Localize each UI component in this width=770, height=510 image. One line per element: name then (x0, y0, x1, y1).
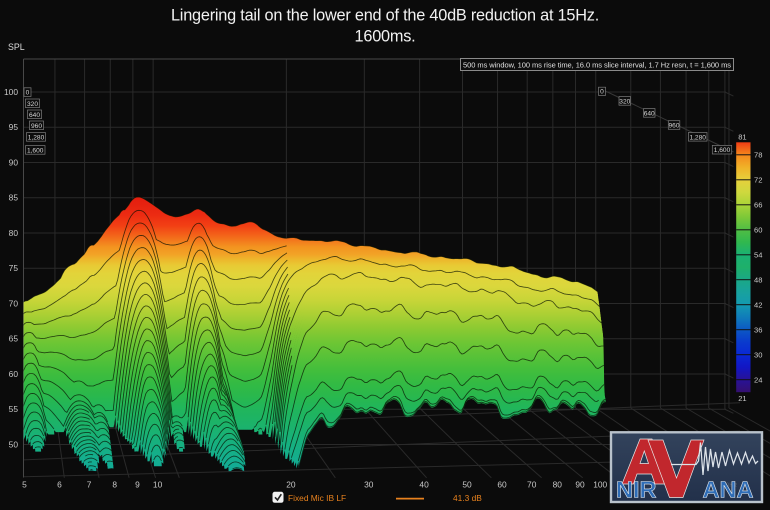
svg-text:640: 640 (29, 112, 40, 119)
svg-text:85: 85 (9, 193, 19, 203)
svg-text:54: 54 (754, 251, 762, 260)
svg-text:66: 66 (754, 201, 762, 210)
svg-text:41.3 dB: 41.3 dB (453, 493, 482, 503)
svg-text:1,600: 1,600 (714, 147, 731, 154)
svg-text:960: 960 (668, 123, 679, 130)
svg-text:48: 48 (754, 276, 762, 285)
svg-text:6: 6 (57, 480, 62, 490)
svg-text:40: 40 (419, 480, 429, 490)
svg-text:10: 10 (153, 480, 163, 490)
svg-text:NIR: NIR (616, 477, 657, 503)
svg-text:Fixed Mic IB LF: Fixed Mic IB LF (288, 493, 346, 503)
svg-text:95: 95 (9, 122, 19, 132)
svg-text:1600ms.: 1600ms. (355, 28, 416, 46)
svg-text:5: 5 (22, 480, 27, 490)
svg-text:1,280: 1,280 (689, 134, 706, 141)
svg-text:80: 80 (553, 480, 563, 490)
svg-text:81: 81 (738, 132, 746, 141)
svg-text:1,280: 1,280 (28, 134, 45, 141)
svg-text:24: 24 (754, 376, 762, 385)
svg-text:90: 90 (9, 157, 19, 167)
svg-text:60: 60 (497, 480, 507, 490)
svg-text:90: 90 (575, 480, 585, 490)
svg-text:20: 20 (286, 480, 296, 490)
svg-text:78: 78 (754, 151, 762, 160)
svg-text:21: 21 (738, 394, 746, 403)
svg-text:320: 320 (619, 98, 630, 105)
svg-text:36: 36 (754, 326, 762, 335)
svg-text:640: 640 (644, 110, 655, 117)
svg-text:960: 960 (31, 123, 42, 130)
svg-text:70: 70 (9, 298, 19, 308)
svg-text:Lingering tail on the lower en: Lingering tail on the lower end of the 4… (171, 7, 599, 25)
svg-text:30: 30 (754, 351, 762, 360)
svg-text:1,600: 1,600 (27, 147, 44, 154)
svg-text:500 ms window, 100 ms rise tim: 500 ms window, 100 ms rise time, 16.0 ms… (463, 60, 731, 69)
svg-text:30: 30 (364, 480, 374, 490)
svg-text:20Hz: 20Hz (722, 482, 737, 489)
svg-text:70: 70 (527, 480, 537, 490)
svg-text:50: 50 (9, 439, 19, 449)
svg-text:ANA: ANA (703, 477, 754, 503)
svg-text:100: 100 (4, 87, 18, 97)
svg-text:0: 0 (26, 90, 30, 97)
svg-text:100: 100 (593, 480, 607, 490)
svg-text:7: 7 (87, 480, 92, 490)
svg-text:50: 50 (462, 480, 472, 490)
svg-text:320: 320 (27, 101, 38, 108)
svg-text:60: 60 (9, 369, 19, 379)
svg-text:60: 60 (754, 226, 762, 235)
svg-text:SPL: SPL (8, 42, 25, 52)
svg-text:72: 72 (754, 176, 762, 185)
svg-text:65: 65 (9, 334, 19, 344)
svg-text:0: 0 (600, 89, 604, 96)
svg-text:75: 75 (9, 263, 19, 273)
svg-text:8: 8 (112, 480, 117, 490)
svg-text:80: 80 (9, 228, 19, 238)
svg-text:9: 9 (135, 480, 140, 490)
svg-text:55: 55 (9, 404, 19, 414)
svg-text:42: 42 (754, 301, 762, 310)
